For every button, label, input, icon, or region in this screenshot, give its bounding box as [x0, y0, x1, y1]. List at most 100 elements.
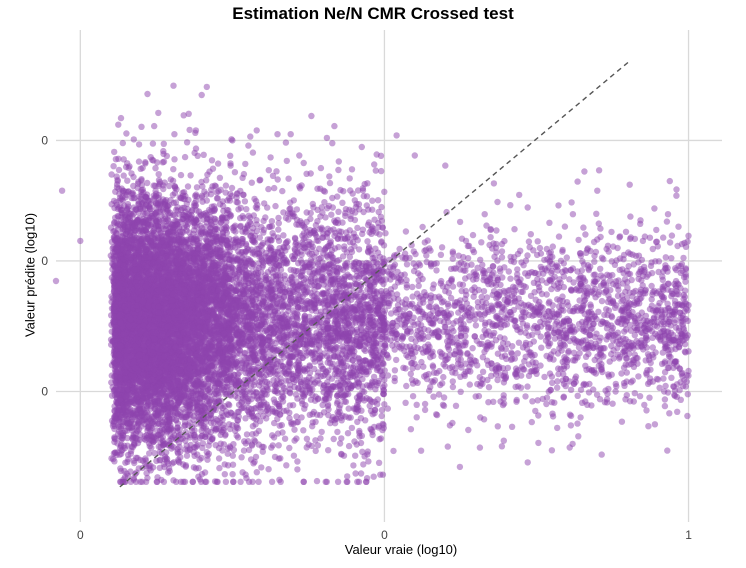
data-point: [155, 171, 162, 178]
data-point: [593, 210, 600, 217]
data-point: [282, 139, 290, 146]
data-point: [155, 109, 162, 117]
data-point: [468, 286, 476, 293]
data-point: [610, 243, 617, 250]
data-point: [436, 367, 443, 375]
data-point: [574, 178, 581, 185]
data-point: [649, 245, 656, 253]
data-point: [554, 384, 561, 391]
data-point: [478, 293, 485, 301]
data-point: [560, 307, 567, 314]
data-points: [52, 82, 692, 485]
data-point: [166, 182, 173, 190]
data-point: [275, 214, 282, 222]
data-point: [268, 444, 275, 451]
data-point: [345, 405, 352, 412]
data-point: [378, 203, 385, 211]
data-point: [485, 399, 492, 406]
data-point: [593, 391, 601, 398]
data-point: [334, 193, 341, 200]
data-point: [430, 369, 438, 376]
data-point: [407, 370, 414, 378]
data-point: [635, 373, 642, 380]
data-point: [258, 464, 265, 471]
data-point: [537, 333, 544, 340]
data-point: [254, 412, 261, 420]
data-point: [522, 353, 529, 360]
data-point: [406, 254, 413, 262]
data-point: [534, 238, 541, 245]
data-point: [325, 447, 332, 454]
data-point: [393, 356, 400, 364]
data-point: [111, 148, 118, 156]
data-point: [130, 173, 137, 181]
data-point: [271, 184, 278, 192]
data-point: [300, 159, 307, 167]
data-point: [317, 164, 325, 172]
data-point: [525, 238, 533, 245]
data-point: [252, 453, 260, 461]
data-point: [256, 418, 264, 425]
data-point: [646, 394, 653, 401]
data-point: [574, 392, 581, 399]
data-point: [498, 248, 506, 255]
data-point: [479, 368, 487, 375]
data-point: [515, 339, 523, 346]
data-point: [381, 376, 388, 384]
data-point: [684, 391, 691, 398]
data-point: [151, 450, 158, 457]
data-point: [541, 373, 548, 381]
data-point: [494, 423, 501, 430]
data-point: [660, 234, 667, 241]
data-point: [605, 385, 612, 393]
data-point: [636, 393, 644, 400]
data-point: [171, 131, 178, 138]
data-point: [543, 394, 551, 401]
data-point: [444, 443, 451, 450]
data-point: [203, 83, 210, 91]
data-point: [279, 187, 286, 195]
data-point: [532, 407, 539, 415]
data-point: [662, 382, 669, 390]
data-point: [351, 216, 359, 224]
data-point: [498, 443, 506, 450]
data-point: [647, 262, 655, 270]
data-point: [224, 450, 231, 457]
data-point: [477, 256, 484, 263]
data-point: [543, 400, 550, 408]
data-point: [291, 426, 298, 433]
data-point: [534, 397, 541, 404]
data-point: [307, 215, 314, 223]
data-point: [255, 478, 262, 485]
data-point: [680, 254, 687, 262]
data-point: [335, 208, 342, 215]
data-point: [504, 364, 512, 372]
data-point: [335, 158, 342, 165]
data-point: [216, 464, 223, 472]
data-point: [242, 415, 249, 422]
data-point: [334, 478, 342, 485]
data-point: [672, 324, 680, 331]
data-point: [483, 222, 490, 229]
data-point: [234, 199, 241, 206]
data-point: [290, 452, 298, 459]
data-point: [326, 179, 334, 187]
data-point: [267, 154, 274, 161]
data-point: [429, 362, 436, 369]
data-point: [171, 156, 178, 163]
data-point: [421, 406, 429, 414]
data-point: [551, 335, 559, 342]
data-point: [283, 462, 290, 469]
data-point: [520, 366, 528, 373]
data-point: [577, 386, 585, 394]
data-point: [666, 239, 674, 246]
data-point: [524, 204, 531, 211]
data-point: [481, 348, 488, 355]
data-point: [153, 478, 161, 485]
data-point: [272, 202, 279, 210]
data-point: [449, 255, 456, 262]
data-point: [664, 447, 671, 454]
data-point: [294, 458, 301, 465]
chart-title: Estimation Ne/N CMR Crossed test: [232, 4, 514, 23]
